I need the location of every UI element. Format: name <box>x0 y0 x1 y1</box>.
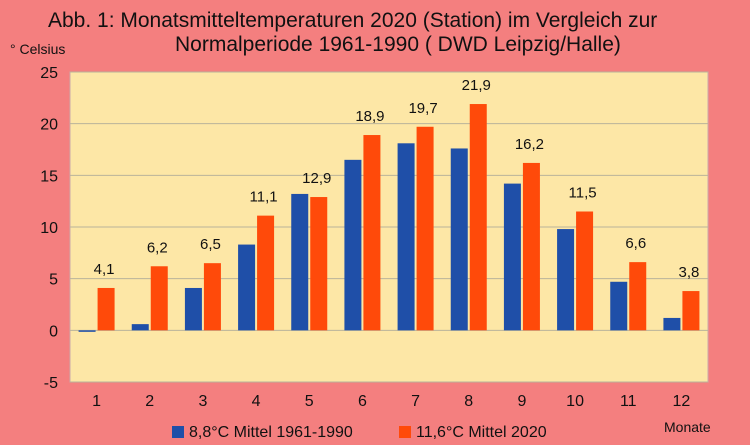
bar-2020-month-3 <box>203 263 221 331</box>
data-label-2020-month-12: 3,8 <box>678 264 699 281</box>
x-tick-label: 6 <box>358 393 367 410</box>
data-label-2020-month-10: 11,5 <box>569 185 597 202</box>
bar-1961-1990-month-9 <box>503 183 521 331</box>
grid-lines <box>70 71 708 383</box>
bar-2020-month-10 <box>576 211 594 331</box>
bar-1961-1990-month-2 <box>131 324 149 331</box>
bar-1961-1990-month-11 <box>610 281 628 331</box>
data-label-2020-month-7: 19,7 <box>408 100 437 117</box>
y-tick-label: -5 <box>44 375 58 392</box>
bar-2020-month-6 <box>363 135 381 331</box>
bar-1961-1990-month-12 <box>663 317 681 331</box>
x-axis-label: Monate <box>664 419 711 435</box>
bar-1961-1990-month-1 <box>78 330 96 332</box>
bar-1961-1990-month-4 <box>238 244 256 331</box>
legend: 8,8°C Mittel 1961-1990 11,6°C Mittel 202… <box>172 424 547 441</box>
legend-swatch-2020 <box>399 426 411 438</box>
x-tick-label: 10 <box>566 393 584 410</box>
x-tick-label: 12 <box>673 393 691 410</box>
bar-1961-1990-month-10 <box>557 229 575 331</box>
y-axis-label: ° Celsius <box>10 41 65 57</box>
x-tick-label: 2 <box>145 393 154 410</box>
data-label-2020-month-11: 6,6 <box>625 235 646 252</box>
x-tick-label: 8 <box>464 393 473 410</box>
bar-2020-month-2 <box>150 266 168 331</box>
data-label-2020-month-9: 16,2 <box>515 136 544 153</box>
legend-swatch-1961-1990 <box>172 426 184 438</box>
bar-2020-month-1 <box>97 287 115 331</box>
data-label-2020-month-1: 4,1 <box>94 261 115 278</box>
legend-label-2020: 11,6°C Mittel 2020 <box>416 424 547 441</box>
bar-2020-month-8 <box>469 104 487 331</box>
chart-title: Abb. 1: Monatsmitteltemperaturen 2020 (S… <box>48 9 657 32</box>
y-tick-label: 5 <box>49 272 58 289</box>
x-tick-label: 1 <box>92 393 101 410</box>
data-label-2020-month-6: 18,9 <box>355 108 384 125</box>
x-tick-label: 11 <box>620 393 637 410</box>
x-tick-label: 3 <box>198 393 207 410</box>
bar-2020-month-9 <box>522 162 540 331</box>
data-labels: 4,1 6,2 6,5 11,1 12,9 18,9 19,7 21,9 16,2 11,5 6,6… <box>94 77 700 281</box>
x-tick-label: 9 <box>517 393 526 410</box>
bar-2020-month-4 <box>257 215 275 331</box>
y-tick-label: 15 <box>40 168 58 185</box>
bar-1961-1990-month-5 <box>291 193 309 331</box>
bar-2020-month-7 <box>416 126 434 331</box>
y-tick-label: 25 <box>40 65 58 82</box>
bar-1961-1990-month-7 <box>397 143 415 331</box>
y-tick-labels: -5 0 5 10 15 20 25 <box>40 65 58 392</box>
bar-1961-1990-month-3 <box>184 287 202 331</box>
legend-label-1961-1990: 8,8°C Mittel 1961-1990 <box>189 424 353 441</box>
y-tick-label: 20 <box>40 117 58 134</box>
x-tick-labels: 1 2 3 4 5 6 7 8 9 10 11 12 <box>92 393 690 410</box>
data-label-2020-month-8: 21,9 <box>462 77 491 94</box>
data-label-2020-month-5: 12,9 <box>302 170 331 187</box>
bar-2020-month-12 <box>682 291 700 331</box>
bar-2020-month-5 <box>310 197 328 331</box>
data-label-2020-month-3: 6,5 <box>200 236 221 253</box>
x-tick-label: 7 <box>411 393 420 410</box>
data-label-2020-month-2: 6,2 <box>147 239 168 256</box>
bars <box>78 104 700 332</box>
y-tick-label: 10 <box>40 220 58 237</box>
bar-1961-1990-month-6 <box>344 159 362 331</box>
chart-subtitle: Normalperiode 1961-1990 ( DWD Leipzig/Ha… <box>175 33 621 56</box>
bar-2020-month-11 <box>629 262 647 331</box>
x-tick-label: 5 <box>305 393 314 410</box>
data-label-2020-month-4: 11,1 <box>250 189 278 206</box>
bar-1961-1990-month-8 <box>450 148 468 331</box>
x-tick-label: 4 <box>252 393 261 410</box>
y-tick-label: 0 <box>49 323 58 340</box>
